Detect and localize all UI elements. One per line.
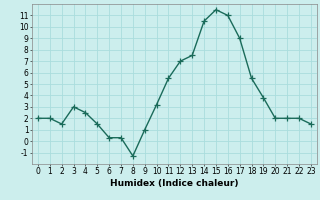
X-axis label: Humidex (Indice chaleur): Humidex (Indice chaleur) [110,179,239,188]
